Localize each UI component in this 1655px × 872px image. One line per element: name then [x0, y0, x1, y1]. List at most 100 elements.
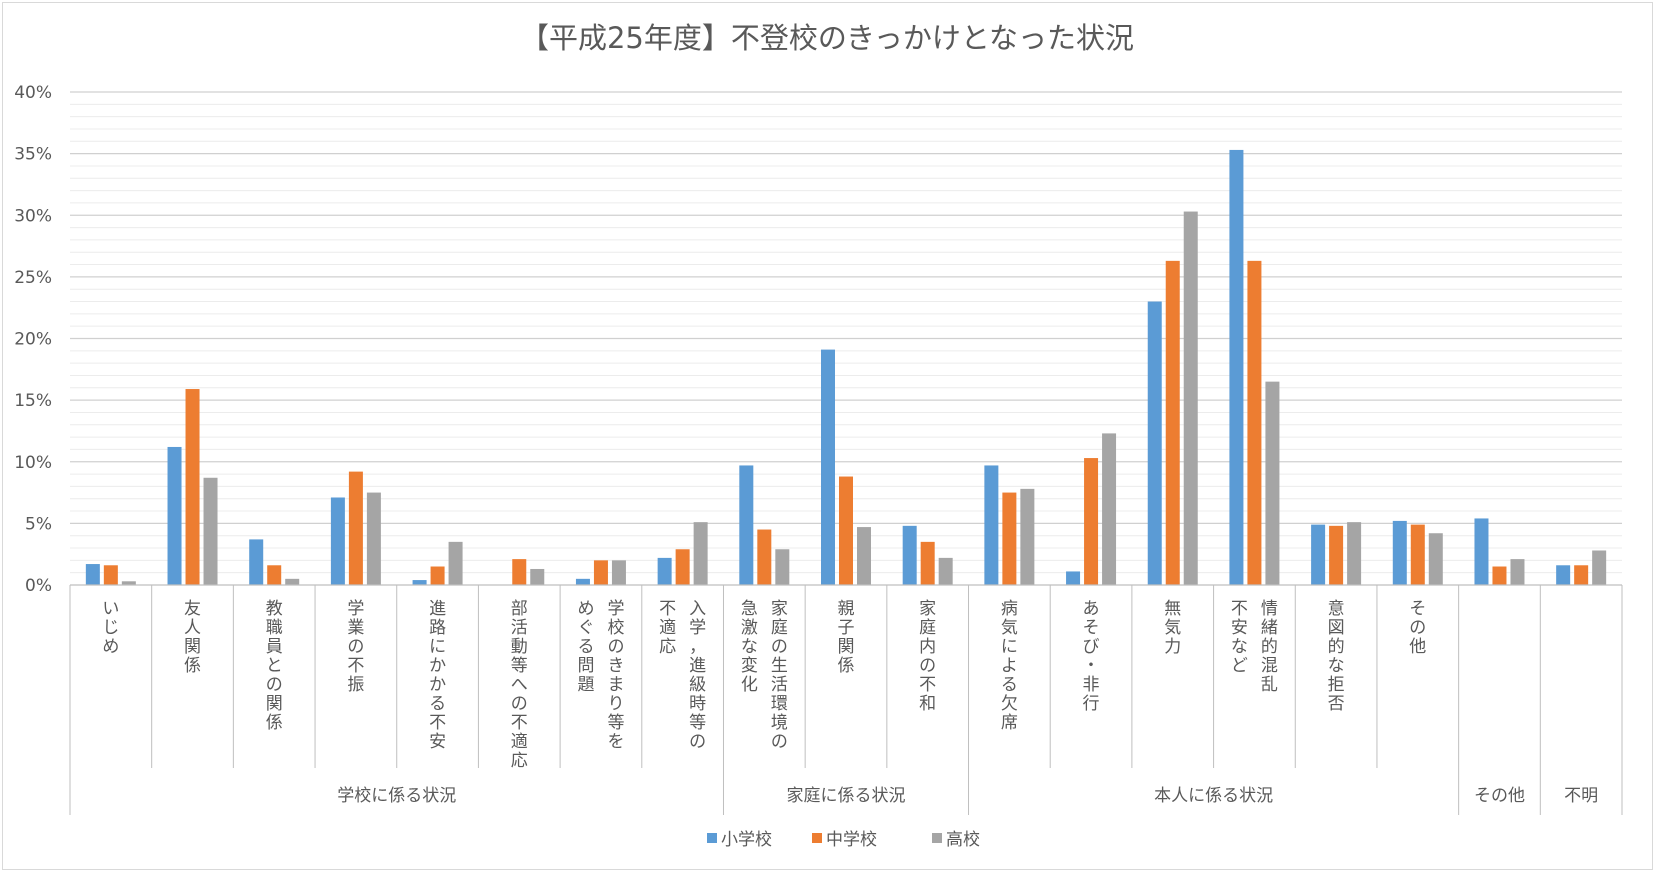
- category-label: 意図的な拒否: [1328, 599, 1345, 714]
- bar: [1229, 149, 1244, 586]
- bar: [857, 527, 871, 585]
- bar: [1084, 458, 1099, 585]
- chart-title: 【平成25年度】不登校のきっかけとなった状況: [520, 21, 1134, 55]
- category-label: 部活動等への不適応: [511, 599, 528, 771]
- bar: [103, 565, 118, 585]
- bar: [839, 476, 853, 585]
- category-label: その他: [1409, 599, 1426, 657]
- y-axis-ticks: 0% 5% 10% 15% 20% 25% 30% 35% 40%: [14, 83, 52, 596]
- bar: [675, 549, 690, 585]
- legend-swatch: [812, 833, 822, 843]
- bar: [1410, 524, 1425, 585]
- group-label: 不明: [1564, 786, 1598, 806]
- bar: [1329, 525, 1344, 585]
- category-label: 不適応: [659, 599, 676, 657]
- bar: [984, 465, 999, 585]
- category-label: 教職員との関係: [266, 599, 283, 733]
- legend-label: 中学校: [826, 830, 877, 850]
- bar: [249, 539, 264, 585]
- y-tick-label: 20%: [14, 330, 52, 350]
- legend-swatch: [932, 833, 942, 843]
- category-label: あそび・非行: [1083, 599, 1100, 714]
- bar: [739, 465, 754, 585]
- category-label: 友人関係: [184, 599, 201, 676]
- bar: [1247, 260, 1262, 585]
- legend: 小学校 中学校 高校: [707, 830, 980, 850]
- bar: [757, 529, 772, 585]
- category-label: 入学，進級時等の: [689, 599, 706, 752]
- bar: [330, 497, 345, 585]
- bar: [611, 560, 626, 585]
- category-label: 進路にかかる不安: [429, 599, 446, 752]
- y-tick-label: 30%: [14, 206, 52, 226]
- category-label: 不安など: [1231, 599, 1248, 676]
- bar: [448, 541, 463, 585]
- bar: [1347, 522, 1362, 585]
- bar: [1510, 559, 1525, 585]
- bars: [85, 149, 1607, 586]
- bar: [657, 557, 672, 585]
- bar: [821, 349, 835, 585]
- bar: [530, 568, 545, 585]
- bar: [430, 566, 445, 585]
- bar: [1147, 301, 1162, 585]
- bar: [1592, 550, 1607, 585]
- x-axis: いじめ 友人関係 教職員との関係 学業の不振 進路にかかる不安 部活動等への不適応 学校のき…: [69, 584, 1623, 815]
- y-tick-label: 35%: [14, 145, 52, 165]
- group-label: 家庭に係る状況: [787, 786, 906, 806]
- category-label: 学校のきまり等を: [607, 599, 624, 752]
- category-label: 情緒的混乱: [1261, 599, 1278, 695]
- bar: [1265, 381, 1280, 585]
- bar: [285, 578, 300, 585]
- bar: [121, 581, 136, 585]
- category-label: 親子関係: [838, 599, 855, 676]
- gridlines: [70, 91, 1622, 574]
- bar: [1183, 211, 1198, 586]
- bar: [1428, 533, 1443, 585]
- legend-swatch: [707, 833, 717, 843]
- bar: [575, 578, 590, 585]
- bar: [1020, 488, 1035, 585]
- category-label: 病気による欠席: [1001, 599, 1018, 733]
- category-label: 無気力: [1164, 599, 1181, 657]
- bar: [920, 541, 935, 585]
- y-tick-label: 0%: [25, 576, 52, 596]
- bar: [1492, 566, 1507, 585]
- category-label: 急激な変化: [741, 599, 758, 695]
- category-label: 家庭内の不和: [919, 599, 936, 714]
- bar: [167, 446, 182, 585]
- bar: [348, 471, 363, 585]
- bar: [1102, 433, 1117, 585]
- bar: [1392, 520, 1407, 585]
- group-label: 本人に係る状況: [1154, 786, 1273, 806]
- bar: [85, 564, 100, 585]
- group-label: 学校に係る状況: [337, 786, 456, 806]
- legend-label: 高校: [946, 830, 980, 850]
- bar: [512, 559, 527, 585]
- bar: [1002, 492, 1017, 585]
- bar: [1556, 565, 1571, 585]
- bar: [1066, 571, 1081, 585]
- bar: [1474, 518, 1489, 585]
- group-label: その他: [1474, 786, 1525, 806]
- bar: [775, 549, 790, 585]
- bar: [203, 477, 218, 585]
- bar: [185, 389, 200, 585]
- y-tick-label: 25%: [14, 268, 52, 288]
- bar: [1311, 524, 1326, 585]
- bar: [1165, 260, 1180, 585]
- bar: [593, 560, 608, 585]
- bar: [938, 557, 953, 585]
- category-label: めぐる問題: [577, 599, 594, 695]
- bar: [267, 565, 282, 585]
- bar: [412, 580, 427, 585]
- bar: [693, 522, 708, 585]
- y-tick-label: 40%: [14, 83, 52, 103]
- bar: [902, 525, 917, 585]
- legend-label: 小学校: [721, 830, 772, 850]
- category-label: いじめ: [102, 599, 119, 657]
- category-label: 家庭の生活環境の: [771, 599, 788, 752]
- y-tick-label: 5%: [25, 514, 52, 534]
- y-tick-label: 15%: [14, 391, 52, 411]
